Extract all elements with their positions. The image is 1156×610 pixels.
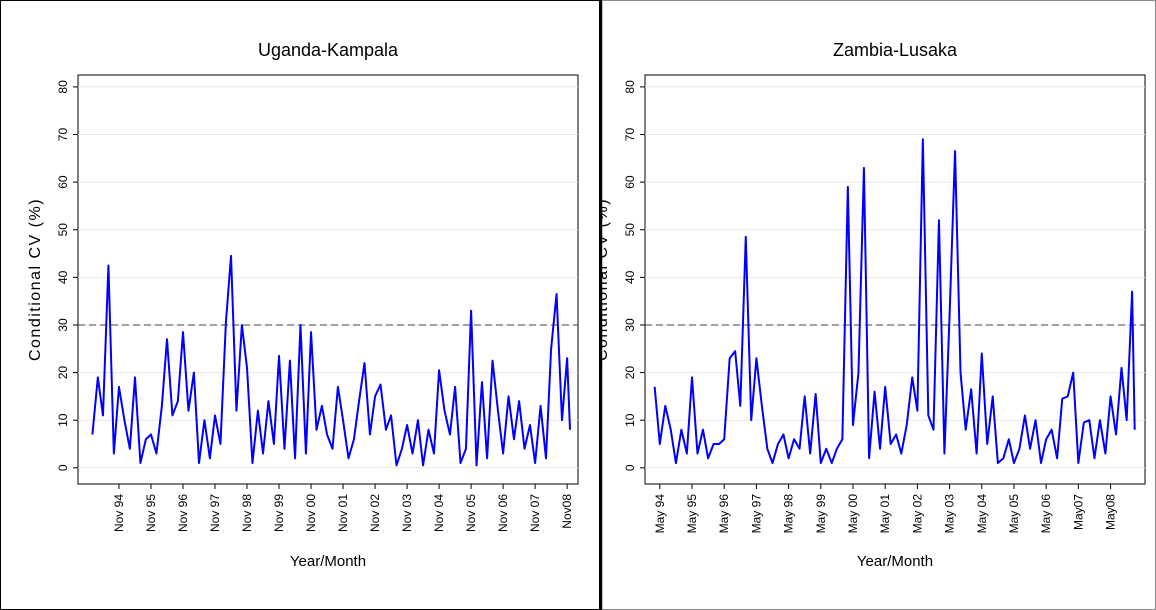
x-tick-label: Nov08 bbox=[560, 494, 574, 529]
x-tick-label: May07 bbox=[1071, 494, 1085, 530]
y-tick-label: 40 bbox=[623, 270, 637, 284]
x-tick-label: May08 bbox=[1104, 494, 1118, 530]
x-tick-label: May 97 bbox=[749, 494, 763, 534]
x-tick-label: Nov 97 bbox=[208, 494, 222, 532]
x-tick-label: May 94 bbox=[653, 494, 667, 534]
x-tick-label: May 00 bbox=[846, 494, 860, 534]
y-tick-label: 10 bbox=[623, 413, 637, 427]
x-tick-label: May 06 bbox=[1039, 494, 1053, 534]
y-tick-label: 60 bbox=[56, 175, 70, 189]
x-axis-title: Year/Month bbox=[857, 553, 933, 570]
plot-frame bbox=[77, 74, 579, 485]
x-tick-label: Nov 95 bbox=[144, 494, 158, 532]
y-tick-label: 50 bbox=[623, 223, 637, 237]
x-tick-label: May 99 bbox=[814, 494, 828, 534]
x-tick-label: Nov 06 bbox=[496, 494, 510, 532]
x-tick-label: May 98 bbox=[782, 494, 796, 534]
x-tick-label: Nov 94 bbox=[112, 494, 126, 532]
plot-frame bbox=[644, 74, 1146, 485]
data-line bbox=[653, 138, 1136, 465]
x-tick-label: Nov 98 bbox=[240, 494, 254, 532]
x-tick-label: May 01 bbox=[878, 494, 892, 534]
y-tick-label: 60 bbox=[623, 175, 637, 189]
y-axis-title: Conditional CV (%) bbox=[27, 198, 44, 361]
y-tick-label: 30 bbox=[623, 318, 637, 332]
y-tick-label: 80 bbox=[623, 80, 637, 94]
y-tick-label: 50 bbox=[56, 223, 70, 237]
y-tick-label: 20 bbox=[56, 366, 70, 380]
y-tick-label: 20 bbox=[623, 366, 637, 380]
chart-title: Uganda-Kampala bbox=[258, 40, 399, 60]
chart-title: Zambia-Lusaka bbox=[833, 40, 958, 60]
x-tick-label: May 04 bbox=[975, 494, 989, 534]
y-tick-label: 10 bbox=[56, 413, 70, 427]
y-tick-label: 70 bbox=[623, 128, 637, 142]
x-axis-title: Year/Month bbox=[290, 553, 366, 570]
x-tick-label: Nov 04 bbox=[432, 494, 446, 532]
x-tick-label: May 03 bbox=[943, 494, 957, 534]
y-tick-label: 70 bbox=[56, 128, 70, 142]
x-tick-label: Nov 03 bbox=[400, 494, 414, 532]
y-tick-label: 30 bbox=[56, 318, 70, 332]
panel: Uganda-Kampala 0 10 20 30 40 50 60 70 80 Nov 94 Nov… bbox=[0, 0, 600, 610]
y-tick-label: 0 bbox=[56, 464, 70, 471]
data-line bbox=[91, 254, 571, 467]
x-tick-label: Nov 07 bbox=[528, 494, 542, 532]
y-axis-title: Conditional CV (%) bbox=[602, 198, 611, 361]
x-tick-label: May 05 bbox=[1007, 494, 1021, 534]
y-tick-label: 40 bbox=[56, 270, 70, 284]
x-tick-label: Nov 05 bbox=[464, 494, 478, 532]
x-tick-label: May 96 bbox=[717, 494, 731, 534]
x-tick-label: Nov 00 bbox=[304, 494, 318, 532]
divider bbox=[599, 0, 602, 610]
panel: Zambia-Lusaka 0 10 20 30 40 50 60 70 80 May 94 May … bbox=[602, 0, 1156, 610]
x-tick-label: Nov 02 bbox=[368, 494, 382, 532]
y-tick-label: 0 bbox=[623, 464, 637, 471]
x-tick-label: Nov 01 bbox=[336, 494, 350, 532]
x-tick-label: May 02 bbox=[910, 494, 924, 534]
x-tick-label: Nov 99 bbox=[272, 494, 286, 532]
y-tick-label: 80 bbox=[56, 80, 70, 94]
x-tick-label: May 95 bbox=[685, 494, 699, 534]
x-tick-label: Nov 96 bbox=[176, 494, 190, 532]
